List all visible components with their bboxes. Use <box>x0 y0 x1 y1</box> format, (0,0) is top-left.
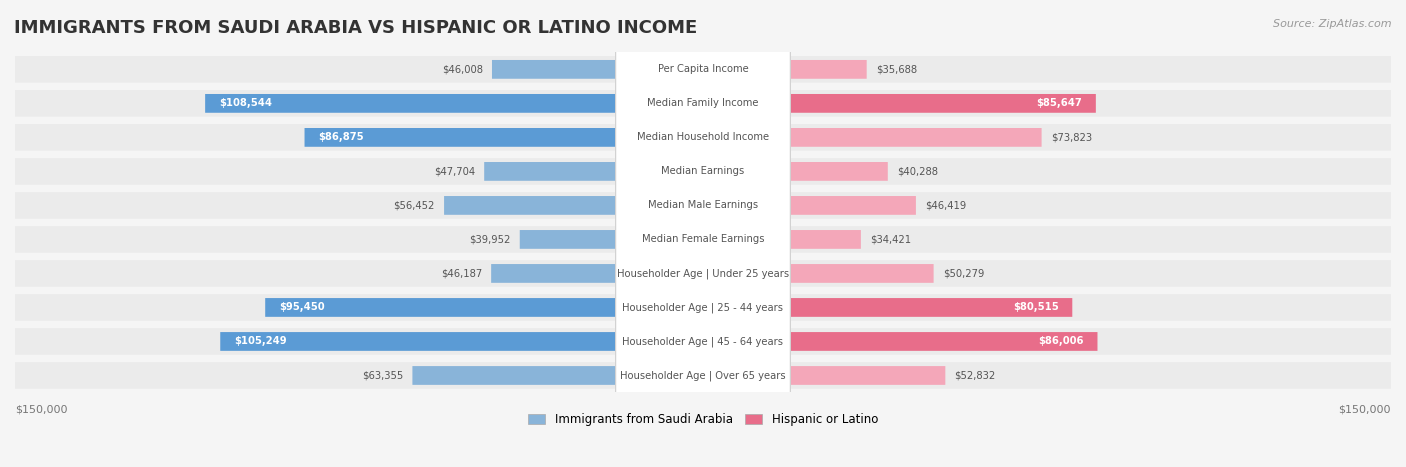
Text: $40,288: $40,288 <box>897 166 938 177</box>
Text: $34,421: $34,421 <box>870 234 911 244</box>
Text: Median Family Income: Median Family Income <box>647 99 759 108</box>
Text: IMMIGRANTS FROM SAUDI ARABIA VS HISPANIC OR LATINO INCOME: IMMIGRANTS FROM SAUDI ARABIA VS HISPANIC… <box>14 19 697 37</box>
FancyBboxPatch shape <box>703 94 1095 113</box>
Text: Householder Age | 45 - 64 years: Householder Age | 45 - 64 years <box>623 336 783 347</box>
FancyBboxPatch shape <box>616 0 790 467</box>
FancyBboxPatch shape <box>616 0 790 467</box>
FancyBboxPatch shape <box>703 196 915 215</box>
FancyBboxPatch shape <box>491 264 703 283</box>
Text: $105,249: $105,249 <box>233 336 287 347</box>
Text: Median Female Earnings: Median Female Earnings <box>641 234 765 244</box>
Text: $86,006: $86,006 <box>1038 336 1084 347</box>
FancyBboxPatch shape <box>15 294 1391 321</box>
FancyBboxPatch shape <box>15 260 1391 287</box>
FancyBboxPatch shape <box>616 0 790 467</box>
FancyBboxPatch shape <box>703 264 934 283</box>
FancyBboxPatch shape <box>484 162 703 181</box>
FancyBboxPatch shape <box>266 298 703 317</box>
Text: $86,875: $86,875 <box>318 132 364 142</box>
FancyBboxPatch shape <box>15 192 1391 219</box>
FancyBboxPatch shape <box>703 230 860 249</box>
Text: $46,419: $46,419 <box>925 200 966 211</box>
FancyBboxPatch shape <box>616 0 790 467</box>
Text: $47,704: $47,704 <box>434 166 475 177</box>
Legend: Immigrants from Saudi Arabia, Hispanic or Latino: Immigrants from Saudi Arabia, Hispanic o… <box>523 408 883 431</box>
Text: Per Capita Income: Per Capita Income <box>658 64 748 74</box>
FancyBboxPatch shape <box>520 230 703 249</box>
FancyBboxPatch shape <box>15 226 1391 253</box>
Text: $150,000: $150,000 <box>1339 404 1391 414</box>
FancyBboxPatch shape <box>703 60 866 79</box>
Text: $95,450: $95,450 <box>278 303 325 312</box>
FancyBboxPatch shape <box>492 60 703 79</box>
Text: $85,647: $85,647 <box>1036 99 1083 108</box>
Text: Householder Age | Over 65 years: Householder Age | Over 65 years <box>620 370 786 381</box>
Text: $35,688: $35,688 <box>876 64 917 74</box>
FancyBboxPatch shape <box>305 128 703 147</box>
FancyBboxPatch shape <box>616 0 790 467</box>
FancyBboxPatch shape <box>15 328 1391 355</box>
FancyBboxPatch shape <box>15 158 1391 185</box>
FancyBboxPatch shape <box>444 196 703 215</box>
FancyBboxPatch shape <box>221 332 703 351</box>
FancyBboxPatch shape <box>15 124 1391 151</box>
Text: $108,544: $108,544 <box>219 99 271 108</box>
Text: $73,823: $73,823 <box>1050 132 1092 142</box>
Text: Median Male Earnings: Median Male Earnings <box>648 200 758 211</box>
Text: $52,832: $52,832 <box>955 370 995 381</box>
FancyBboxPatch shape <box>616 0 790 467</box>
FancyBboxPatch shape <box>15 362 1391 389</box>
FancyBboxPatch shape <box>616 0 790 467</box>
FancyBboxPatch shape <box>703 298 1073 317</box>
Text: $50,279: $50,279 <box>943 269 984 278</box>
Text: $56,452: $56,452 <box>394 200 434 211</box>
FancyBboxPatch shape <box>703 128 1042 147</box>
FancyBboxPatch shape <box>412 366 703 385</box>
FancyBboxPatch shape <box>15 56 1391 83</box>
Text: $46,008: $46,008 <box>441 64 482 74</box>
Text: $63,355: $63,355 <box>361 370 404 381</box>
Text: Source: ZipAtlas.com: Source: ZipAtlas.com <box>1274 19 1392 28</box>
Text: $46,187: $46,187 <box>440 269 482 278</box>
FancyBboxPatch shape <box>616 0 790 467</box>
Text: $39,952: $39,952 <box>470 234 510 244</box>
FancyBboxPatch shape <box>703 366 945 385</box>
FancyBboxPatch shape <box>703 332 1098 351</box>
Text: Householder Age | 25 - 44 years: Householder Age | 25 - 44 years <box>623 302 783 313</box>
Text: $150,000: $150,000 <box>15 404 67 414</box>
Text: $80,515: $80,515 <box>1012 303 1059 312</box>
FancyBboxPatch shape <box>15 90 1391 117</box>
FancyBboxPatch shape <box>616 0 790 467</box>
Text: Median Household Income: Median Household Income <box>637 132 769 142</box>
FancyBboxPatch shape <box>616 0 790 467</box>
FancyBboxPatch shape <box>703 162 887 181</box>
Text: Householder Age | Under 25 years: Householder Age | Under 25 years <box>617 268 789 279</box>
FancyBboxPatch shape <box>205 94 703 113</box>
Text: Median Earnings: Median Earnings <box>661 166 745 177</box>
